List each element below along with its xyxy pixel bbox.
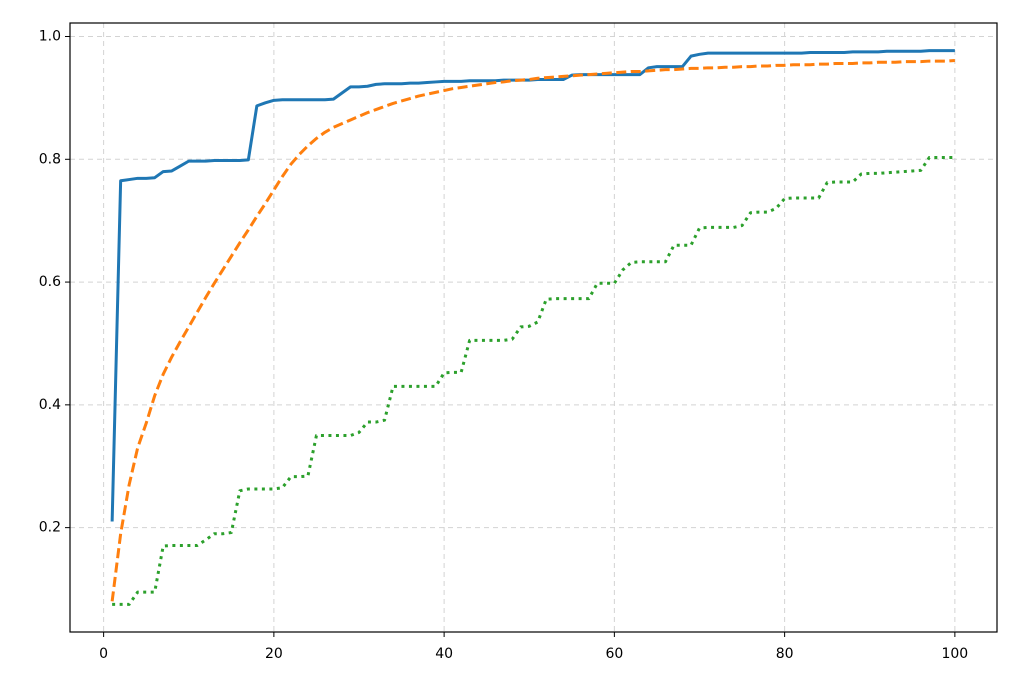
x-tick-label: 100 (941, 646, 968, 662)
y-tick-label: 0.8 (39, 151, 61, 167)
tick-layer: 0 20 40 60 80 100 0.2 0.4 0.6 0.8 1.0 (39, 29, 968, 662)
y-tick-label: 1.0 (39, 29, 61, 45)
y-tick-label: 0.6 (39, 274, 61, 290)
x-tick-label: 80 (776, 646, 794, 662)
x-tick-label: 40 (435, 646, 453, 662)
x-tick-label: 60 (605, 646, 623, 662)
x-tick-label: 0 (99, 646, 108, 662)
y-tick-label: 0.2 (39, 520, 61, 536)
series-line (110, 58, 955, 602)
x-tick-label: 20 (265, 646, 283, 662)
plot-frame (69, 22, 998, 633)
line-layer (110, 49, 955, 606)
y-tick-label: 0.4 (39, 397, 61, 413)
